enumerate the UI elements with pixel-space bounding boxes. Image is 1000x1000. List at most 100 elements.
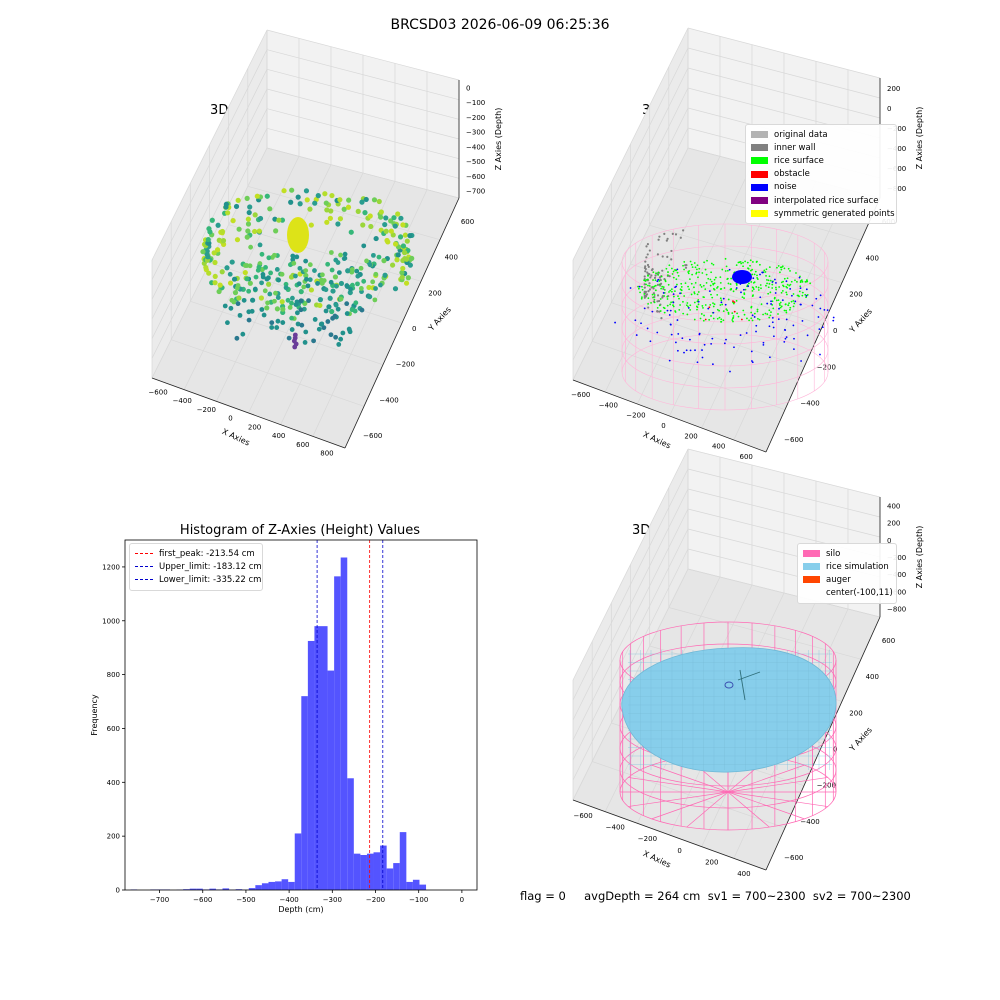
plot2-rice-surface-point xyxy=(704,304,707,306)
plot2-noise-point xyxy=(759,296,762,299)
plot2-rice-surface-point xyxy=(653,298,656,301)
plot1-point xyxy=(259,251,265,257)
plot1-point xyxy=(330,315,336,321)
plot2-rice-surface-point xyxy=(707,277,710,280)
plot2-rice-surface-point xyxy=(677,274,680,277)
plot2-rice-surface-point xyxy=(750,311,753,314)
plot1-point xyxy=(376,198,382,205)
plot2-rice-surface-point xyxy=(731,319,734,321)
plot1-point xyxy=(303,272,309,279)
plot2-rice-surface-point xyxy=(682,300,684,303)
plot1-point xyxy=(290,295,295,301)
plot2-noise-point xyxy=(801,320,804,322)
histogram-bar xyxy=(294,833,302,890)
plot2-inner-wall-point xyxy=(656,309,659,313)
plot2-noise-point xyxy=(823,308,826,311)
plot1-point xyxy=(279,271,285,277)
plot2-x-tick-label: 400 xyxy=(712,443,725,451)
plot2-rice-surface-point xyxy=(768,282,771,285)
plot2-y-tick-label: −400 xyxy=(800,400,819,408)
plot2-rice-surface-point xyxy=(805,296,807,299)
plot1-point xyxy=(358,265,364,271)
plot2-rice-surface-point xyxy=(804,293,807,296)
plot1-point xyxy=(383,228,389,234)
plot2-rice-surface-point xyxy=(730,287,733,290)
plot1-point xyxy=(388,228,394,234)
plot2-noise-point xyxy=(771,321,774,324)
plot1-point xyxy=(230,218,236,224)
plot2-inner-wall-point xyxy=(670,249,673,253)
plot4-y-tick-label: 600 xyxy=(882,637,895,645)
plot4-z-tick-label: 200 xyxy=(887,520,900,528)
plot1-y-tick-label: −200 xyxy=(396,361,415,369)
plot1-point xyxy=(370,279,376,285)
plot2-rice-surface-point xyxy=(732,290,735,293)
plot2-rice-surface-point xyxy=(756,274,758,277)
status-footer: flag = 0 avgDepth = 264 cm sv1 = 700~230… xyxy=(520,889,911,903)
histogram-bar xyxy=(222,888,230,890)
plot2-rice-surface-point xyxy=(678,297,680,300)
plot1-z-tick-label: −700 xyxy=(466,188,485,196)
histogram-y-tick-label: 400 xyxy=(107,779,120,787)
plot1-point xyxy=(289,315,295,321)
plot2-rice-surface-point xyxy=(702,284,705,287)
plot2-rice-surface-point xyxy=(771,287,774,289)
plot2-rice-surface-point xyxy=(687,285,689,288)
histogram-y-axis-label: Frequency xyxy=(90,694,99,736)
plot1-point xyxy=(297,201,303,207)
plot1-point xyxy=(225,320,230,326)
legend-item-silo: silo xyxy=(803,547,891,560)
plot2-noise-point xyxy=(728,268,731,271)
histogram-x-tick-label: −700 xyxy=(150,896,169,904)
plot2-rice-surface-point xyxy=(647,274,649,277)
plot2-rice-surface-point xyxy=(702,306,704,309)
plot2-rice-surface-point xyxy=(705,281,708,284)
plot2-inner-wall-point xyxy=(643,283,646,286)
plot1-point xyxy=(256,264,262,270)
plot2-rice-surface-point xyxy=(712,263,715,266)
plot1-point xyxy=(303,258,309,264)
plot2-rice-surface-point xyxy=(683,295,686,297)
figure-suptitle: BRCSD03 2026-06-09 06:25:36 xyxy=(390,17,610,33)
plot2-rice-surface-point xyxy=(759,263,761,266)
plot2-rice-surface-point xyxy=(639,291,641,294)
plot2-noise-point xyxy=(750,360,753,362)
plot2-rice-surface-point xyxy=(737,261,740,264)
plot2-noise-point xyxy=(634,319,637,322)
plot2-noise-point xyxy=(761,271,764,274)
plot1-point xyxy=(400,222,406,228)
plot2-rice-surface-point xyxy=(801,291,804,294)
plot1-point xyxy=(403,256,410,262)
plot2-noise-point xyxy=(740,291,742,294)
plot1-point xyxy=(325,261,331,267)
plot2-rice-surface-point xyxy=(710,293,712,296)
plot2-rice-surface-point xyxy=(794,279,796,282)
histogram-bar xyxy=(288,881,295,890)
plot4-x-tick-label: 200 xyxy=(705,859,718,867)
plot2-noise-point xyxy=(674,341,677,344)
plot2-rice-surface-point xyxy=(687,272,690,275)
plot2-rice-surface-point xyxy=(688,278,691,280)
plot1-point xyxy=(368,223,374,230)
plot1-point xyxy=(234,237,241,243)
histogram-bar xyxy=(189,888,197,890)
plot2-inner-wall-point xyxy=(650,274,653,277)
legend-item-rice-surface: rice surface xyxy=(751,154,891,167)
plot1-point xyxy=(275,295,281,300)
plot1-point xyxy=(400,265,406,272)
plot2-rice-surface-point xyxy=(780,291,783,294)
plot2-rice-surface-point xyxy=(671,273,674,275)
plot2-rice-surface-point xyxy=(718,316,721,319)
plot1-point xyxy=(372,297,378,303)
plot2-rice-surface-point xyxy=(746,317,748,320)
plot2-rice-surface-point xyxy=(762,313,765,316)
plot1-point xyxy=(236,295,242,301)
plot2-noise-point xyxy=(799,287,802,290)
plot2-noise-point xyxy=(725,338,727,341)
plot2-rice-surface-point xyxy=(795,272,797,274)
histogram-bar xyxy=(386,868,394,890)
plot1-point xyxy=(244,276,250,282)
plot1-point xyxy=(248,244,254,250)
histogram-y-tick-label: 600 xyxy=(107,725,120,733)
plot2-rice-surface-point xyxy=(659,298,662,300)
